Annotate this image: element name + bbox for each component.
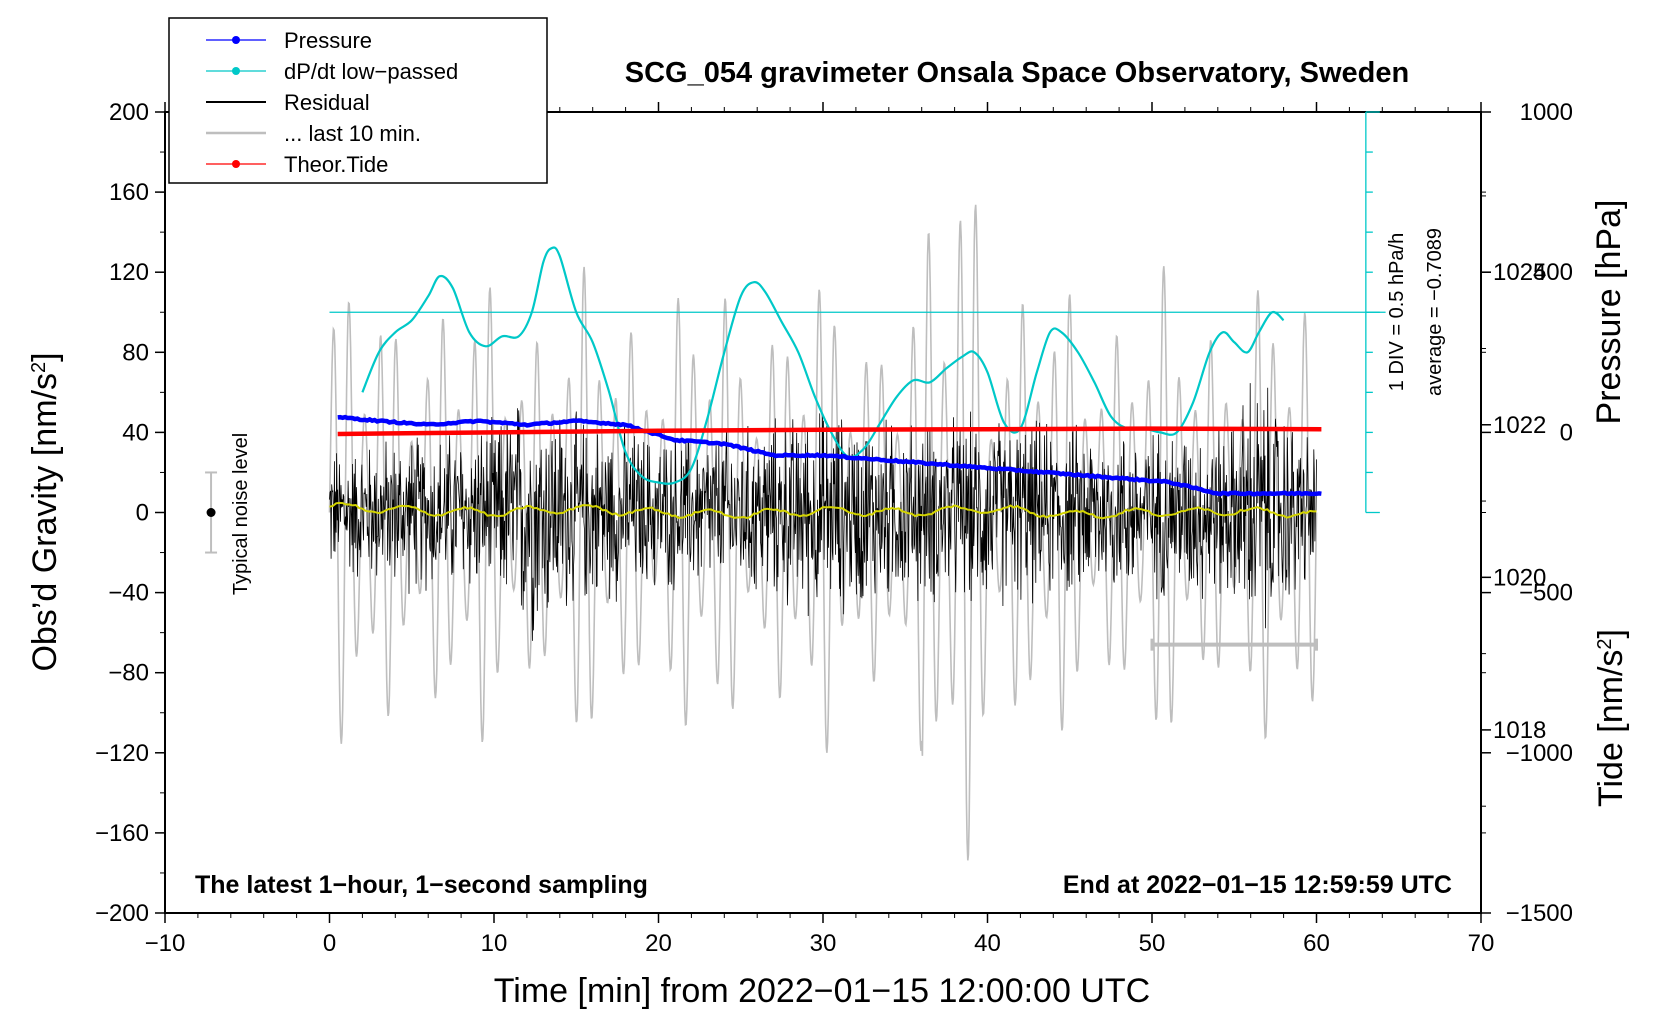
tide-tick-label: −1000 — [1506, 740, 1573, 767]
legend-marker — [232, 67, 240, 75]
noise-level-label: Typical noise level — [230, 433, 252, 595]
tide-tick-label: 1000 — [1520, 99, 1573, 126]
y-axis-title: Obs’d Gravity [nm/s2] — [26, 352, 64, 671]
series-theor-tide — [337, 426, 1322, 437]
x-tick-label: 10 — [481, 930, 508, 957]
tide-tick-label: 0 — [1560, 419, 1573, 446]
legend-label: Residual — [284, 90, 370, 115]
x-tick-label: 20 — [645, 930, 672, 957]
legend-marker — [232, 36, 240, 44]
tide-tick-label: −500 — [1519, 580, 1573, 607]
y-tick-label: 80 — [122, 339, 149, 366]
x-axis-title: Time [min] from 2022−01−15 12:00:00 UTC — [494, 972, 1150, 1010]
x-tick-label: 0 — [323, 930, 336, 957]
sampling-note: The latest 1−hour, 1−second sampling — [195, 871, 648, 899]
x-tick-label: −10 — [145, 930, 186, 957]
tide-tick-label: −1500 — [1506, 900, 1573, 927]
y-tick-label: −40 — [108, 580, 149, 607]
x-tick-label: 40 — [974, 930, 1001, 957]
series-pressure — [337, 414, 1322, 497]
legend: Pressure dP/dt low−passed Residual ... last… — [168, 17, 548, 184]
y-tick-label: −120 — [95, 740, 149, 767]
y-tick-label: −200 — [95, 900, 149, 927]
legend-label: dP/dt low−passed — [284, 59, 458, 84]
y-tick-label: 40 — [122, 419, 149, 446]
chart-title: SCG_054 gravimeter Onsala Space Observat… — [625, 57, 1409, 89]
pressure-tick-label: 1020 — [1493, 564, 1546, 591]
y-tick-label: −160 — [95, 820, 149, 847]
series-residual-smoothed — [329, 501, 1317, 520]
legend-label: ... last 10 min. — [284, 121, 421, 146]
x-tick-label: 30 — [810, 930, 837, 957]
x-tick-label: 60 — [1303, 930, 1330, 957]
end-time-note: End at 2022−01−15 12:59:59 UTC — [1063, 871, 1452, 899]
y-tick-label: −80 — [108, 660, 149, 687]
legend-marker — [232, 160, 240, 168]
tide-tick-label: 500 — [1533, 259, 1573, 286]
series-residual — [329, 383, 1317, 641]
y-tick-label: 120 — [109, 259, 149, 286]
dpdt-average-label: average = −0.7089 — [1424, 228, 1446, 396]
legend-label: Pressure — [284, 28, 372, 53]
dpdt-scale-label: 1 DIV = 0.5 hPa/h — [1386, 233, 1408, 391]
tide-axis-title: Tide [nm/s2] — [1592, 629, 1630, 807]
pressure-tick-label: 1022 — [1493, 412, 1546, 439]
x-tick-label: 70 — [1468, 930, 1495, 957]
noise-level-point — [206, 508, 216, 517]
legend-label: Theor.Tide — [284, 152, 388, 177]
x-tick-label: 50 — [1139, 930, 1166, 957]
y-tick-label: 200 — [109, 99, 149, 126]
legend-box — [168, 17, 548, 184]
pressure-tick-label: 1018 — [1493, 717, 1546, 744]
y-tick-label: 0 — [136, 500, 149, 527]
pressure-tick-label: 1024 — [1493, 259, 1546, 286]
y-tick-label: 160 — [109, 179, 149, 206]
pressure-axis-title: Pressure [hPa] — [1590, 200, 1628, 425]
